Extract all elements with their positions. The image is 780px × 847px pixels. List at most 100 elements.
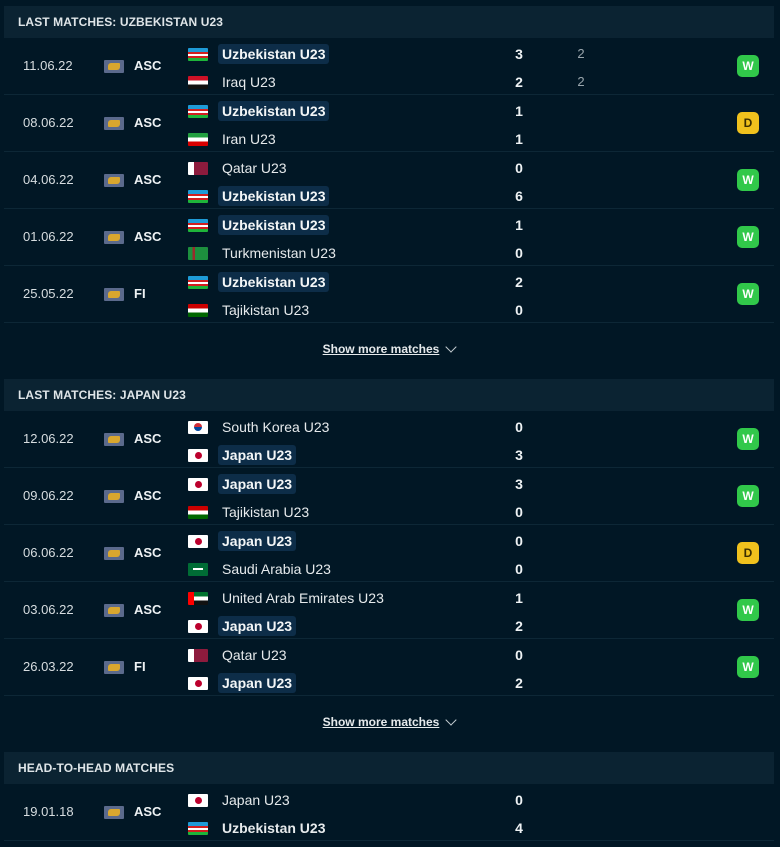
show-more-matches-button[interactable]: Show more matches <box>4 696 774 748</box>
home-team-name[interactable]: Uzbekistan U23 <box>218 44 330 64</box>
home-team[interactable]: Japan U23 <box>188 473 297 495</box>
competition-code: ASC <box>134 172 162 187</box>
competition-code: ASC <box>134 229 162 244</box>
jpn-flag-icon <box>188 448 208 462</box>
away-team[interactable]: Turkmenistan U23 <box>188 242 340 264</box>
competition-flag-icon <box>104 547 124 560</box>
home-score: 0 <box>515 419 523 435</box>
competition-flag-icon <box>104 433 124 446</box>
away-team-name[interactable]: Iraq U23 <box>222 74 276 90</box>
qat-flag-icon <box>188 161 208 175</box>
home-team-name[interactable]: United Arab Emirates U23 <box>222 590 384 606</box>
jpn-flag-icon <box>188 534 208 548</box>
home-team[interactable]: Uzbekistan U23 <box>188 214 330 236</box>
result-badge: W <box>737 485 759 507</box>
competition-code: ASC <box>134 58 162 73</box>
home-team[interactable]: United Arab Emirates U23 <box>188 587 388 609</box>
match-row[interactable]: 04.06.22 ASC Qatar U23 0 Uzbekistan U23 6 W <box>4 152 774 209</box>
away-team-name[interactable]: Tajikistan U23 <box>222 504 310 520</box>
home-team-name[interactable]: Japan U23 <box>218 474 297 494</box>
away-team-name[interactable]: Uzbekistan U23 <box>218 186 330 206</box>
match-row[interactable]: 12.06.22 ASC South Korea U23 0 Japan U23 3 W <box>4 411 774 468</box>
match-date: 01.06.22 <box>23 229 74 244</box>
uzb-flag-icon <box>188 821 208 835</box>
kor-flag-icon <box>188 420 208 434</box>
away-team-name[interactable]: Turkmenistan U23 <box>222 245 336 261</box>
away-score: 4 <box>515 820 523 836</box>
match-row[interactable]: 26.03.22 FI Qatar U23 0 Japan U23 2 W <box>4 639 774 696</box>
home-team[interactable]: Qatar U23 <box>188 644 291 666</box>
home-team-name[interactable]: South Korea U23 <box>222 419 330 435</box>
away-score: 0 <box>515 302 523 318</box>
match-row[interactable]: 19.01.18 ASC Japan U23 0 Uzbekistan U23 4 <box>4 784 774 841</box>
home-team-name[interactable]: Japan U23 <box>222 792 290 808</box>
away-team-name[interactable]: Japan U23 <box>218 673 297 693</box>
competition-code: ASC <box>134 804 162 819</box>
away-team[interactable]: Japan U23 <box>188 615 297 637</box>
show-more-label[interactable]: Show more matches <box>322 342 440 356</box>
competition-flag-icon <box>104 174 124 187</box>
irn-flag-icon <box>188 132 208 146</box>
away-score: 2 <box>515 618 523 634</box>
away-score: 6 <box>515 188 523 204</box>
tkm-flag-icon <box>188 246 208 260</box>
competition-code: ASC <box>134 431 162 446</box>
away-team[interactable]: Uzbekistan U23 <box>188 817 329 839</box>
away-team[interactable]: Tajikistan U23 <box>188 501 313 523</box>
away-team-name[interactable]: Saudi Arabia U23 <box>222 561 331 577</box>
home-team[interactable]: South Korea U23 <box>188 416 333 438</box>
home-team-name[interactable]: Uzbekistan U23 <box>218 272 330 292</box>
home-score: 0 <box>515 792 523 808</box>
match-row[interactable]: 11.06.22 ASC Uzbekistan U23 3 2 Iraq U23 2 2 W <box>4 38 774 95</box>
uzb-flag-icon <box>188 47 208 61</box>
home-team[interactable]: Uzbekistan U23 <box>188 100 330 122</box>
away-team-name[interactable]: Tajikistan U23 <box>222 302 310 318</box>
chevron-down-icon <box>445 340 458 353</box>
away-score: 2 <box>515 74 523 90</box>
away-team[interactable]: Uzbekistan U23 <box>188 185 330 207</box>
home-team[interactable]: Uzbekistan U23 <box>188 271 330 293</box>
competition-code: FI <box>134 659 146 674</box>
match-row[interactable]: 09.06.22 ASC Japan U23 3 Tajikistan U23 0 W <box>4 468 774 525</box>
result-badge: W <box>737 599 759 621</box>
away-team-name[interactable]: Uzbekistan U23 <box>222 820 326 836</box>
match-row[interactable]: 06.06.22 ASC Japan U23 0 Saudi Arabia U23 0 D <box>4 525 774 582</box>
away-team-name[interactable]: Japan U23 <box>218 445 297 465</box>
competition-flag-icon <box>104 117 124 130</box>
away-team-name[interactable]: Japan U23 <box>218 616 297 636</box>
home-team-name[interactable]: Uzbekistan U23 <box>218 101 330 121</box>
uzb-flag-icon <box>188 189 208 203</box>
away-score: 0 <box>515 561 523 577</box>
ksa-flag-icon <box>188 562 208 576</box>
away-team[interactable]: Tajikistan U23 <box>188 299 313 321</box>
away-team[interactable]: Japan U23 <box>188 672 297 694</box>
match-date: 25.05.22 <box>23 286 74 301</box>
home-team-name[interactable]: Qatar U23 <box>222 160 287 176</box>
away-score: 2 <box>515 675 523 691</box>
home-team-name[interactable]: Japan U23 <box>218 531 297 551</box>
away-team[interactable]: Iran U23 <box>188 128 280 150</box>
show-more-matches-button[interactable]: Show more matches <box>4 323 774 375</box>
home-team-name[interactable]: Qatar U23 <box>222 647 287 663</box>
away-team[interactable]: Saudi Arabia U23 <box>188 558 335 580</box>
match-row[interactable]: 01.06.22 ASC Uzbekistan U23 1 Turkmenistan U… <box>4 209 774 266</box>
home-team[interactable]: Japan U23 <box>188 789 294 811</box>
home-team[interactable]: Qatar U23 <box>188 157 291 179</box>
away-team-name[interactable]: Iran U23 <box>222 131 276 147</box>
competition-flag-icon <box>104 604 124 617</box>
match-date: 04.06.22 <box>23 172 74 187</box>
home-team[interactable]: Japan U23 <box>188 530 297 552</box>
uzb-flag-icon <box>188 275 208 289</box>
home-team[interactable]: Uzbekistan U23 <box>188 43 330 65</box>
home-score: 2 <box>515 274 523 290</box>
match-date: 26.03.22 <box>23 659 74 674</box>
home-penalty-score: 2 <box>577 46 585 61</box>
away-team[interactable]: Iraq U23 <box>188 71 280 93</box>
match-row[interactable]: 25.05.22 FI Uzbekistan U23 2 Tajikistan U23 0… <box>4 266 774 323</box>
show-more-label[interactable]: Show more matches <box>322 715 440 729</box>
away-team[interactable]: Japan U23 <box>188 444 297 466</box>
home-team-name[interactable]: Uzbekistan U23 <box>218 215 330 235</box>
uae-flag-icon <box>188 591 208 605</box>
match-row[interactable]: 08.06.22 ASC Uzbekistan U23 1 Iran U23 1 D <box>4 95 774 152</box>
match-row[interactable]: 03.06.22 ASC United Arab Emirates U23 1 Japa… <box>4 582 774 639</box>
